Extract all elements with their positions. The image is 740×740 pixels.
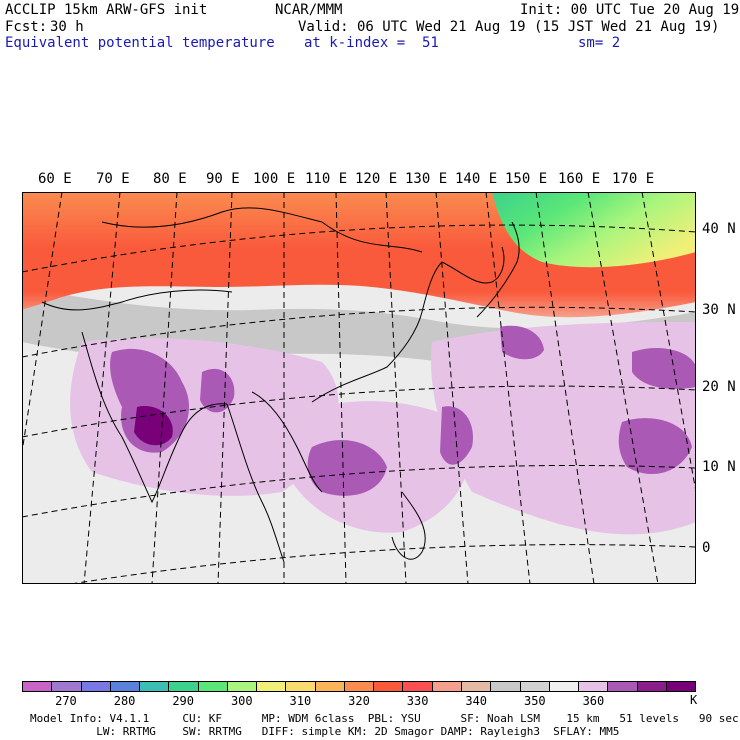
- lon-label-110e: 110 E: [305, 171, 348, 187]
- colorbar-swatch: [461, 682, 492, 691]
- field-name: Equivalent potential temperature: [5, 35, 275, 51]
- colorbar-tick-label: 350: [523, 694, 546, 708]
- colorbar-swatch: [257, 682, 287, 691]
- lon-label-120e: 120 E: [355, 171, 398, 187]
- colorbar-tick-label: 330: [406, 694, 429, 708]
- lon-label-60e: 60 E: [38, 171, 72, 187]
- high-thetae-phil-sea: [440, 406, 473, 465]
- colorbar-swatch: [344, 682, 375, 691]
- colorbar-swatch: [608, 682, 638, 691]
- forecast-hours: 30 h: [50, 19, 84, 35]
- center-label: NCAR/MMM: [275, 2, 343, 18]
- lon-label-160e: 160 E: [558, 171, 601, 187]
- lat-label-30n: 30 N: [702, 302, 736, 318]
- colorbar-swatch: [520, 682, 550, 691]
- level-index: at k-index = 51: [304, 35, 439, 51]
- lon-label-150e: 150 E: [505, 171, 548, 187]
- colorbar-swatch: [110, 682, 141, 691]
- graticule: [22, 192, 696, 584]
- colorbar-tick-label: 290: [172, 694, 195, 708]
- colorbar-swatch: [637, 682, 667, 691]
- lon-label-170e: 170 E: [612, 171, 655, 187]
- colorbar-swatch: [374, 682, 404, 691]
- colorbar-unit: K: [690, 693, 698, 707]
- colorbar-tick-label: 340: [465, 694, 488, 708]
- lon-label-70e: 70 E: [96, 171, 130, 187]
- cool-air-mass-ne: [492, 192, 696, 268]
- colorbar-swatch: [198, 682, 228, 691]
- high-thetae-bay: [200, 368, 235, 413]
- colorbar-tick-label: 320: [348, 694, 370, 708]
- lon-label-90e: 90 E: [206, 171, 240, 187]
- coastlines: [41, 207, 520, 563]
- high-thetae-nw-pacific: [500, 325, 544, 360]
- colorbar-swatch: [81, 682, 111, 691]
- colorbar-swatch: [549, 682, 580, 691]
- colorbar-swatch: [52, 682, 82, 691]
- high-thetae-east-2: [632, 347, 696, 389]
- moist-zone-pacific: [431, 322, 696, 535]
- colorbar-tick-label: 270: [55, 694, 77, 708]
- colorbar-tick-label: 300: [230, 694, 253, 708]
- valid-time: Valid: 06 UTC Wed 21 Aug 19 (15 JST Wed …: [298, 19, 720, 35]
- smoothing-label: sm= 2: [578, 35, 621, 51]
- map-canvas: [22, 192, 696, 584]
- lon-label-80e: 80 E: [153, 171, 187, 187]
- colorbar-tick-label: 310: [289, 694, 312, 708]
- colorbar-swatch: [666, 682, 696, 691]
- lat-label-10n: 10 N: [702, 459, 736, 475]
- init-time: Init: 00 UTC Tue 20 Aug 19: [520, 2, 740, 18]
- lat-label-20n: 20 N: [702, 379, 736, 395]
- high-thetae-east: [618, 418, 692, 475]
- lon-label-100e: 100 E: [253, 171, 296, 187]
- map-panel: [22, 192, 696, 584]
- colorbar-swatch: [579, 682, 609, 691]
- colorbar-tick-label: 280: [113, 694, 136, 708]
- colorbar-swatch: [315, 682, 345, 691]
- model-info-line2: LW: RRTMG SW: RRTMG DIFF: simple KM: 2D …: [30, 725, 620, 738]
- colorbar-swatch: [227, 682, 258, 691]
- forecast-label: Fcst:: [5, 19, 48, 35]
- lat-label-0: 0: [702, 540, 711, 556]
- lat-label-40n: 40 N: [702, 221, 736, 237]
- colorbar-tick-label: 360: [582, 694, 605, 708]
- colorbar-swatch: [432, 682, 462, 691]
- colorbar-swatch: [491, 682, 521, 691]
- high-thetae-scs: [307, 439, 387, 496]
- lon-label-140e: 140 E: [455, 171, 498, 187]
- colorbar-swatch: [140, 682, 170, 691]
- colorbar-swatch: [403, 682, 433, 691]
- map-frame: [22, 192, 696, 584]
- colorbar-swatch: [169, 682, 199, 691]
- colorbar-swatch: [286, 682, 316, 691]
- colorbar-swatch: [23, 682, 53, 691]
- colorbar: [22, 681, 696, 692]
- lon-label-130e: 130 E: [405, 171, 448, 187]
- model-info-line1: Model Info: V4.1.1 CU: KF MP: WDM 6class…: [30, 712, 739, 725]
- model-title: ACCLIP 15km ARW-GFS init: [5, 2, 208, 18]
